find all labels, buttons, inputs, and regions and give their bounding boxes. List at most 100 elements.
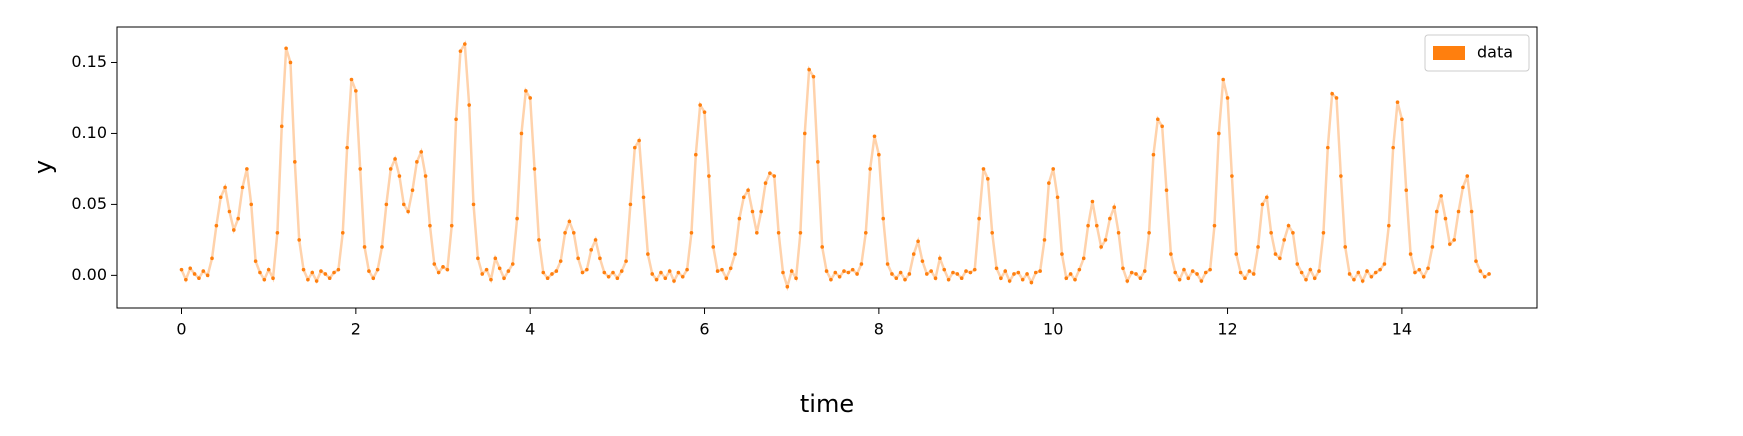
data-point [1217,131,1221,136]
data-point [999,276,1003,280]
data-point [423,174,428,178]
data-point [1286,223,1291,228]
data-point [480,272,485,276]
data-point [1299,270,1304,275]
data-point [855,272,859,276]
data-point [1465,174,1470,178]
data-point [1373,270,1378,275]
data-point [1042,238,1047,242]
data-point [789,269,794,273]
data-point [1051,167,1056,171]
data-point [1169,252,1173,256]
data-point [580,270,585,275]
data-point [506,269,511,273]
data-point [1195,272,1199,276]
data-point [746,188,750,193]
data-point [1029,280,1034,285]
data-point [1387,223,1391,228]
data-point [1025,272,1029,276]
data-point [336,267,341,272]
data-point [563,230,567,235]
data-point [615,276,620,280]
data-point [253,259,258,263]
data-point [515,216,519,221]
data-point [310,270,315,275]
data-point [1395,100,1400,105]
x-tick-label: 0 [176,320,186,339]
data-point [872,134,877,139]
data-point [877,152,881,157]
data-point [1238,270,1243,275]
data-point [397,174,402,178]
data-point [558,259,563,263]
data-point [1138,276,1143,280]
data-point [314,279,319,283]
data-point [1487,272,1491,276]
data-point [1016,270,1021,275]
data-point [1264,195,1269,200]
data-point [1339,174,1343,178]
data-point [1003,269,1008,273]
data-point [1352,277,1356,282]
data-point [493,256,498,261]
data-point [1312,276,1317,280]
series-line [180,40,1490,292]
data-point [1068,272,1073,276]
data-point [676,270,681,275]
data-point [1121,266,1125,271]
data-point [933,276,938,280]
data-point [1125,279,1130,283]
data-point [519,131,524,136]
data-point [881,216,886,221]
data-point [502,276,506,280]
data-point [833,270,838,275]
data-point [798,230,803,235]
data-point [1452,238,1456,242]
data-point [345,145,349,150]
data-point [419,150,424,154]
data-point [737,216,742,221]
data-point [593,238,598,242]
data-point [567,219,572,224]
data-point [1417,267,1422,272]
data-point [702,110,707,114]
data-point [288,60,293,65]
data-point [972,267,977,272]
data-point [497,266,502,271]
data-point [850,267,855,272]
data-point [428,223,432,228]
data-point [685,267,689,272]
data-point [214,223,219,228]
data-point [227,209,232,214]
data-point [724,276,729,280]
data-point [218,195,223,200]
data-point [938,256,942,261]
data-point [1064,276,1069,280]
data-point [907,272,912,276]
data-point [1103,238,1108,242]
data-point [1173,270,1178,275]
data-point [654,277,659,282]
data-point [388,167,393,171]
data-point [258,270,262,275]
data-point [384,202,389,207]
legend-swatch [1433,46,1465,60]
data-point [275,230,280,235]
data-point [1160,124,1164,129]
data-point [301,267,306,272]
x-tick-label: 12 [1217,320,1237,339]
data-point [663,276,668,280]
data-point [232,228,236,232]
data-point [184,277,188,282]
data-point [824,269,829,273]
data-point [1469,209,1474,214]
data-point [306,277,310,282]
data-point [772,174,777,178]
data-point [1404,188,1409,193]
data-point [550,272,554,276]
data-point [994,266,999,271]
data-point [524,89,528,93]
x-tick-label: 10 [1043,320,1063,339]
data-point [358,167,363,171]
data-point [240,185,245,190]
